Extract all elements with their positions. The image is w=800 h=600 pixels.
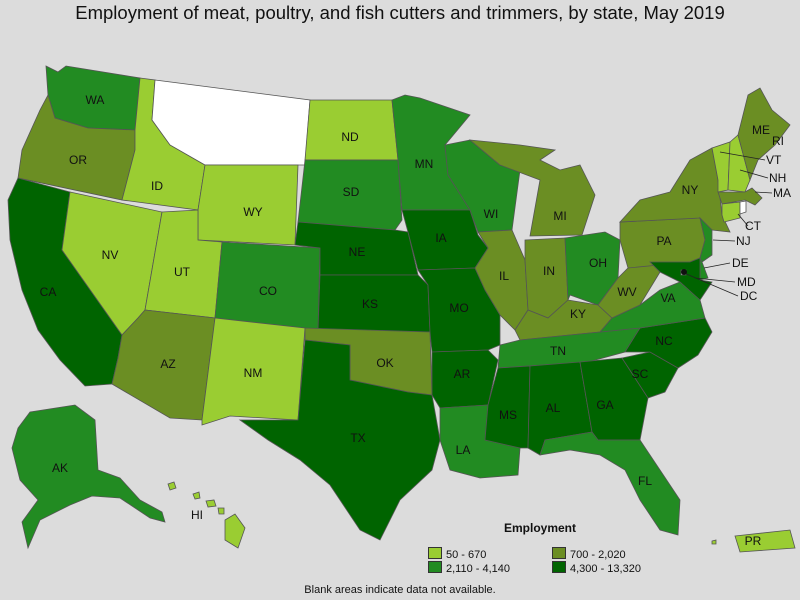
label-CT: CT: [745, 219, 762, 233]
label-LA: LA: [456, 443, 471, 457]
label-NE: NE: [349, 245, 366, 259]
label-PA: PA: [656, 234, 671, 248]
label-WV: WV: [617, 285, 636, 299]
label-RI: RI: [772, 134, 784, 148]
label-CA: CA: [40, 285, 57, 299]
label-IL: IL: [499, 269, 509, 283]
label-KY: KY: [570, 307, 586, 321]
label-MS: MS: [499, 408, 517, 422]
label-IA: IA: [435, 231, 446, 245]
label-NJ: NJ: [736, 234, 751, 248]
label-AL: AL: [546, 401, 561, 415]
state-PR[interactable]: [711, 529, 796, 553]
state-NY[interactable]: [619, 147, 731, 233]
map-title: Employment of meat, poultry, and fish cu…: [75, 2, 725, 23]
state-MI[interactable]: [468, 139, 596, 237]
label-FL: FL: [638, 474, 652, 488]
legend-item: 2,110 - 4,140: [428, 561, 510, 575]
label-MI: MI: [553, 209, 566, 223]
state-DE[interactable]: [699, 257, 709, 281]
label-WA: WA: [86, 93, 105, 107]
legend-label: 4,300 - 13,320: [570, 563, 641, 575]
label-KS: KS: [362, 297, 378, 311]
legend-item: 4,300 - 13,320: [552, 561, 641, 575]
legend: Employment 50 - 670 700 - 2,020 2,110 - …: [428, 521, 688, 575]
label-HI: HI: [191, 508, 203, 522]
label-NC: NC: [655, 334, 673, 348]
label-NY: NY: [682, 183, 699, 197]
label-IN: IN: [543, 264, 555, 278]
state-VT[interactable]: [711, 141, 731, 193]
callout-lines: [683, 151, 773, 297]
state-SD[interactable]: [297, 159, 403, 231]
label-MN: MN: [415, 157, 434, 171]
state-CT[interactable]: [721, 201, 741, 223]
label-AZ: AZ: [160, 357, 175, 371]
label-ME: ME: [752, 123, 770, 137]
state-FL[interactable]: [539, 431, 681, 536]
label-AK: AK: [52, 461, 68, 475]
label-ID: ID: [151, 179, 163, 193]
legend-swatch: [552, 561, 566, 573]
label-PR: PR: [745, 534, 762, 548]
label-GA: GA: [596, 398, 613, 412]
legend-item: 50 - 670: [428, 547, 486, 561]
label-MA: MA: [773, 186, 791, 200]
label-TN: TN: [550, 344, 566, 358]
legend-swatch: [552, 547, 566, 559]
label-NH: NH: [769, 171, 786, 185]
legend-label: 700 - 2,020: [570, 549, 626, 561]
state-MD[interactable]: [649, 257, 713, 301]
label-DE: DE: [732, 256, 749, 270]
state-WY[interactable]: [197, 164, 299, 246]
label-CO: CO: [259, 284, 277, 298]
legend-label: 50 - 670: [446, 549, 487, 561]
state-TX[interactable]: [238, 339, 441, 541]
state-RI[interactable]: [739, 200, 747, 215]
label-OR: OR: [69, 153, 87, 167]
state-AK[interactable]: [11, 404, 166, 550]
legend-label: 2,110 - 4,140: [446, 563, 511, 575]
label-TX: TX: [350, 431, 365, 445]
legend-swatch: [428, 547, 442, 559]
state-NH[interactable]: [727, 134, 751, 193]
legend-title: Employment: [504, 521, 577, 535]
label-UT: UT: [174, 265, 191, 279]
state-HI[interactable]: [167, 481, 246, 549]
label-OK: OK: [376, 356, 393, 370]
label-DC: DC: [740, 289, 758, 303]
state-labels: WA OR CA ID NV WY UT AZ CO NM ND SD NE K…: [40, 93, 791, 548]
footnote: Blank areas indicate data not available.: [304, 584, 496, 596]
label-NV: NV: [102, 248, 119, 262]
legend-item: 700 - 2,020: [552, 547, 626, 561]
state-SC[interactable]: [621, 351, 679, 399]
dc-marker: [681, 269, 687, 275]
label-WI: WI: [484, 207, 499, 221]
legend-swatch: [428, 561, 442, 573]
state-IL[interactable]: [474, 229, 529, 331]
label-VA: VA: [660, 291, 675, 305]
label-VT: VT: [766, 153, 782, 167]
label-AR: AR: [454, 367, 471, 381]
label-MO: MO: [449, 301, 468, 315]
label-ND: ND: [341, 130, 359, 144]
label-WY: WY: [243, 205, 262, 219]
label-OH: OH: [589, 256, 607, 270]
label-SC: SC: [632, 367, 649, 381]
label-SD: SD: [343, 185, 360, 199]
label-MD: MD: [737, 275, 756, 289]
label-NM: NM: [244, 366, 263, 380]
